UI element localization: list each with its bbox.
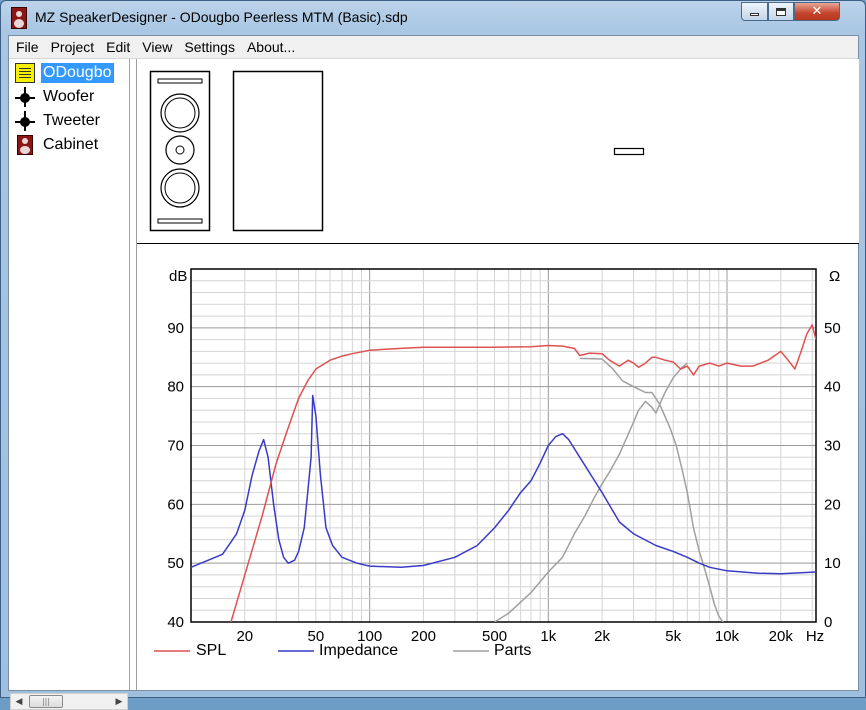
- tree-item-woofer[interactable]: Woofer: [15, 86, 96, 108]
- scroll-left-icon[interactable]: ◀: [15, 696, 23, 707]
- chart-svg: dB Ω Hz 40 50 60 70 80 90 0 10 20 30 40 50 20 50 100 200 50…: [154, 268, 841, 652]
- y-tick-label-left: 50: [167, 555, 184, 572]
- vertical-splitter[interactable]: [130, 59, 136, 690]
- x-tick-label: 2k: [594, 628, 610, 645]
- scroll-right-icon[interactable]: ▶: [115, 696, 123, 707]
- y-tick-label-left: 70: [167, 438, 184, 455]
- left-axis-unit: dB: [169, 268, 187, 285]
- y-tick-label-left: 90: [167, 320, 184, 337]
- x-tick-label: 20: [236, 628, 253, 645]
- title-bar[interactable]: MZ SpeakerDesigner - ODougbo Peerless MT…: [1, 1, 865, 34]
- y-tick-label-right: 20: [824, 496, 841, 513]
- maximize-button[interactable]: [768, 2, 794, 21]
- tree-item-label: Woofer: [43, 88, 95, 105]
- maximize-icon: [776, 7, 786, 16]
- tree-item-label: Tweeter: [43, 112, 100, 129]
- y-tick-label-right: 50: [824, 320, 841, 337]
- cabinet-drawing: [149, 70, 645, 232]
- y-tick-label-left: 60: [167, 496, 184, 513]
- tree-item-project[interactable]: ODougbo: [15, 62, 114, 84]
- right-pane: dB Ω Hz 40 50 60 70 80 90 0 10 20 30 40 50 20 50 100 200 50…: [136, 59, 859, 690]
- plot-frame: [190, 268, 817, 623]
- right-axis-unit: Ω: [829, 268, 840, 285]
- x-tick-label: 50: [308, 628, 325, 645]
- project-icon: [15, 63, 35, 83]
- tree-item-label: ODougbo: [41, 63, 114, 83]
- x-tick-label: 500: [482, 628, 507, 645]
- menu-project[interactable]: Project: [50, 38, 95, 55]
- scroll-thumb[interactable]: |||: [29, 695, 63, 708]
- x-tick-label: 10k: [715, 628, 740, 645]
- frequency-response-chart[interactable]: dB Ω Hz 40 50 60 70 80 90 0 10 20 30 40 50 20 50 100 200 50…: [137, 247, 859, 690]
- driver-icon: [15, 87, 35, 107]
- window-title: MZ SpeakerDesigner - ODougbo Peerless MT…: [35, 9, 408, 25]
- x-axis-unit: Hz: [806, 628, 824, 645]
- parts-woofer-line: [494, 362, 688, 622]
- close-icon: ✕: [811, 4, 823, 19]
- x-tick-label: 100: [357, 628, 382, 645]
- cabinet-side-view: [232, 70, 324, 232]
- app-speaker-icon[interactable]: [11, 7, 27, 29]
- tree-item-label: Cabinet: [43, 136, 99, 153]
- spl-line: [230, 324, 816, 622]
- tree-item-tweeter[interactable]: Tweeter: [15, 110, 102, 132]
- minimize-button[interactable]: [741, 2, 768, 21]
- y-tick-label-right: 10: [824, 555, 841, 572]
- close-button[interactable]: ✕: [794, 2, 840, 21]
- tree-item-cabinet[interactable]: Cabinet: [15, 134, 100, 156]
- project-tree[interactable]: ODougbo Woofer Tweeter Cabinet ◀ ||| ▶: [9, 59, 130, 710]
- x-tick-label: 1k: [540, 628, 556, 645]
- client-area: File Project Edit View Settings About...…: [8, 35, 859, 710]
- y-tick-label-left: 80: [167, 379, 184, 396]
- legend-spl-label: SPL: [196, 642, 227, 659]
- y-tick-label-left: 40: [167, 614, 184, 631]
- legend-impedance-label: Impedance: [319, 642, 399, 659]
- y-tick-label-right: 40: [824, 379, 841, 396]
- menu-view[interactable]: View: [142, 38, 173, 55]
- menu-about[interactable]: About...: [246, 38, 296, 55]
- menu-edit[interactable]: Edit: [106, 38, 131, 55]
- x-tick-label: 5k: [665, 628, 681, 645]
- x-tick-label: 200: [411, 628, 436, 645]
- cabinet-icon: [17, 135, 33, 155]
- parts-tweeter-line: [579, 357, 724, 622]
- menu-bar: File Project Edit View Settings About...: [9, 36, 858, 59]
- menu-file[interactable]: File: [16, 38, 39, 55]
- impedance-line: [191, 394, 816, 575]
- tree-horizontal-scrollbar[interactable]: ◀ ||| ▶: [10, 693, 128, 710]
- x-tick-label: 20k: [769, 628, 794, 645]
- y-tick-label-right: 30: [824, 438, 841, 455]
- minimize-icon: [750, 13, 759, 16]
- cabinet-top-view: [613, 147, 645, 156]
- menu-settings[interactable]: Settings: [184, 38, 235, 55]
- y-tick-label-right: 0: [824, 614, 832, 631]
- cabinet-preview: [137, 59, 859, 244]
- legend-parts-label: Parts: [494, 642, 532, 659]
- driver-icon: [15, 111, 35, 131]
